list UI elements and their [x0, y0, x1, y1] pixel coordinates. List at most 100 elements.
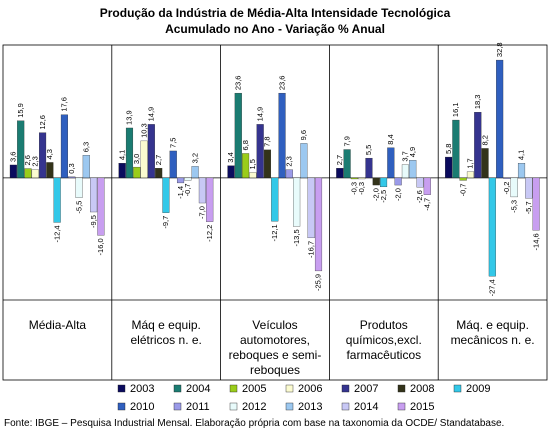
value-label: 3,6 — [9, 152, 18, 162]
bar — [503, 177, 511, 179]
value-label: -2,6 — [415, 190, 424, 203]
value-label: 2,6 — [23, 155, 32, 165]
value-label: -0,3 — [357, 182, 366, 195]
plot-frame — [2, 44, 548, 381]
bar — [53, 177, 61, 223]
value-label: 0,3 — [67, 163, 76, 173]
value-label: 3,7 — [401, 151, 410, 161]
value-label: 4,9 — [408, 147, 417, 157]
bar — [60, 114, 68, 179]
legend-swatch — [341, 384, 350, 393]
value-label: 7,5 — [168, 138, 177, 148]
bar — [387, 147, 395, 179]
legend-swatch — [285, 384, 294, 393]
legend-swatch — [285, 402, 294, 411]
bar — [184, 177, 192, 181]
bar — [285, 169, 293, 179]
legend-swatch — [117, 402, 126, 411]
legend-label: 2004 — [186, 383, 210, 395]
value-label: 32,8 — [495, 42, 504, 57]
bar — [263, 149, 272, 179]
bar — [481, 148, 489, 179]
x-tick-label: Produtos químicos,excl. farmacêuticos — [345, 318, 422, 362]
legend-swatch — [117, 384, 126, 393]
bar — [409, 160, 417, 179]
bar — [46, 162, 54, 179]
bar — [466, 171, 475, 179]
bar — [300, 143, 308, 179]
value-label: 2,3 — [31, 156, 40, 166]
bar — [133, 166, 141, 179]
legend-swatch — [397, 384, 406, 393]
value-label: -13,5 — [292, 229, 301, 246]
value-label: -0,7 — [183, 183, 192, 196]
bar — [198, 177, 206, 204]
bar — [358, 177, 366, 180]
value-label: -0,7 — [458, 183, 467, 196]
bar — [271, 177, 279, 222]
bar — [118, 163, 126, 179]
value-label: 4,3 — [45, 149, 54, 159]
bar — [191, 166, 199, 179]
source: Fonte: IBGE – Pesquisa Industrial Mensal… — [4, 418, 504, 429]
value-label: 1,5 — [248, 159, 257, 169]
bar — [380, 177, 388, 188]
bar — [423, 177, 431, 195]
bar — [307, 177, 315, 239]
legend-label: 2013 — [298, 401, 322, 413]
bar — [510, 177, 518, 198]
bar — [394, 177, 402, 186]
chart-title: Produção da Indústria de Média-Alta Inte… — [100, 6, 451, 20]
bar — [206, 177, 214, 222]
value-label: -16,7 — [306, 241, 315, 258]
bar — [75, 177, 83, 198]
value-label: 8,2 — [480, 135, 489, 145]
value-label: -1,4 — [176, 186, 185, 199]
value-label: 2,3 — [285, 156, 294, 166]
value-label: -5,5 — [74, 201, 83, 214]
chart-subtitle: Acumulado no Ano - Variação % Anual — [165, 22, 385, 36]
bar — [532, 177, 540, 231]
legend-label: 2005 — [242, 383, 266, 395]
bar — [17, 120, 25, 179]
legend-label: 2006 — [298, 383, 322, 395]
value-label: -7,0 — [198, 206, 207, 219]
legend-label: 2003 — [130, 383, 154, 395]
value-label: -5,3 — [509, 200, 518, 213]
value-label: 9,6 — [299, 130, 308, 140]
bar — [227, 165, 235, 179]
value-label: -14,6 — [531, 233, 540, 250]
bar — [365, 157, 373, 179]
bar — [234, 92, 242, 179]
bar — [162, 177, 170, 213]
value-label: -0,2 — [502, 182, 511, 195]
bar — [474, 112, 482, 179]
bar — [176, 177, 185, 184]
bar — [452, 119, 460, 179]
value-label: 6,3 — [82, 142, 91, 152]
legend-label: 2014 — [354, 401, 378, 413]
value-label: 1,7 — [466, 158, 475, 168]
value-label: 15,9 — [16, 103, 25, 118]
value-label: -2,0 — [371, 188, 380, 201]
value-label: 6,8 — [241, 140, 250, 150]
legend-swatch — [173, 384, 182, 393]
x-tick-label: Veículos automotores, reboques e semi-re… — [228, 318, 322, 377]
legend-label: 2015 — [410, 401, 434, 413]
value-label: 18,3 — [473, 95, 482, 110]
legend-label: 2010 — [130, 401, 154, 413]
value-label: 7,9 — [342, 136, 351, 146]
bar — [155, 168, 163, 179]
legend-swatch — [229, 384, 238, 393]
legend-swatch — [453, 384, 462, 393]
legend-label: 2007 — [354, 383, 378, 395]
value-label: 14,9 — [147, 107, 156, 122]
legend-label: 2012 — [242, 401, 266, 413]
value-label: -5,7 — [524, 201, 533, 214]
value-label: 7,8 — [263, 136, 272, 146]
legend-swatch — [229, 402, 238, 411]
value-label: -0,3 — [350, 182, 359, 195]
value-label: 23,6 — [277, 76, 286, 91]
bar — [416, 177, 424, 188]
